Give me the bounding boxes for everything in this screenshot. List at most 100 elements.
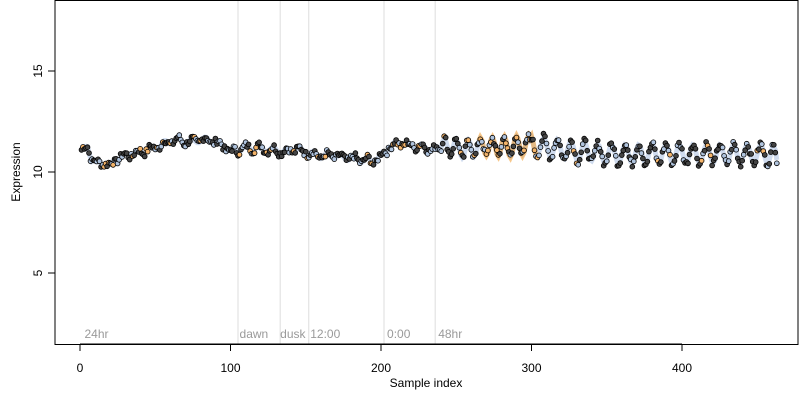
y-tick-label-5: 5: [31, 269, 45, 276]
data-point-374: [640, 155, 646, 162]
region-labels: 24hr dawn dusk 12:00 0:00 48hr: [85, 327, 463, 341]
data-point-256: [462, 143, 469, 150]
data-point-463: [773, 160, 780, 167]
data-point-433: [728, 146, 735, 153]
data-point-400: [679, 146, 685, 152]
data-point-13: [96, 158, 103, 165]
data-point-459: [767, 149, 774, 155]
data-point-359: [617, 160, 624, 166]
data-point-315: [551, 145, 557, 151]
data-point-255: [460, 154, 467, 160]
y-tick-label-10: 10: [31, 165, 45, 179]
data-point-36: [131, 152, 138, 159]
data-point-259: [466, 141, 473, 148]
region-label-4: 0:00: [387, 327, 411, 341]
data-point-458: [766, 161, 773, 167]
data-point-334: [579, 141, 586, 147]
data-point-195: [370, 162, 377, 168]
data-point-103: [232, 144, 238, 150]
data-point-355: [611, 146, 618, 152]
data-point-364: [624, 147, 631, 153]
data-point-277: [494, 147, 500, 153]
y-axis-title: Expression: [9, 142, 23, 201]
data-point-462: [772, 149, 779, 156]
data-point-263: [472, 150, 479, 157]
data-point-302: [531, 147, 538, 154]
data-point-367: [629, 163, 636, 170]
data-point-435: [731, 141, 738, 148]
data-point-342: [591, 148, 598, 154]
data-point-307: [539, 138, 545, 144]
data-point-73: [187, 138, 193, 145]
data-point-410: [694, 155, 700, 162]
data-point-372: [637, 143, 643, 150]
data-point-455: [761, 152, 768, 158]
data-point-6: [86, 150, 92, 156]
data-point-241: [439, 140, 446, 147]
data-point-116: [251, 150, 258, 156]
data-point-33: [126, 156, 133, 163]
data-point-45: [144, 148, 151, 155]
data-point-287: [509, 150, 515, 157]
data-point-112: [245, 141, 252, 148]
data-point-420: [709, 162, 715, 169]
data-point-271: [485, 147, 491, 154]
data-point-301: [530, 136, 536, 143]
data-point-129: [271, 142, 277, 148]
data-point-229: [421, 144, 428, 151]
data-point-418: [706, 146, 712, 152]
data-point-207: [388, 146, 395, 153]
data-point-314: [549, 153, 556, 160]
data-point-422: [712, 155, 718, 162]
data-point-252: [456, 144, 463, 151]
data-point-395: [671, 158, 678, 164]
data-point-341: [590, 153, 596, 160]
data-point-106: [236, 152, 243, 158]
data-point-298: [525, 131, 532, 137]
data-point-240: [438, 148, 445, 154]
data-point-347: [599, 153, 605, 160]
data-point-396: [673, 153, 679, 159]
data-point-66: [176, 132, 183, 138]
data-point-361: [620, 147, 627, 154]
data-point-243: [442, 134, 449, 141]
data-point-5: [84, 144, 91, 151]
data-point-431: [725, 158, 732, 164]
data-point-336: [582, 137, 589, 144]
data-point-198: [375, 157, 381, 164]
x-tick-label-0: 0: [77, 361, 84, 375]
data-point-344: [594, 137, 601, 144]
data-point-291: [515, 139, 521, 146]
data-point-404: [685, 160, 691, 167]
data-point-381: [650, 139, 657, 146]
data-point-440: [739, 157, 745, 164]
data-point-248: [450, 146, 457, 152]
data-point-267: [478, 139, 485, 145]
data-point-369: [632, 154, 639, 160]
y-axis: 5 10 15: [31, 64, 56, 276]
data-point-390: [664, 142, 670, 149]
data-point-427: [719, 144, 726, 151]
data-point-169: [331, 156, 338, 162]
data-point-441: [740, 151, 747, 158]
data-point-288: [510, 143, 517, 150]
data-point-446: [748, 151, 754, 157]
data-point-368: [630, 158, 637, 165]
data-point-444: [745, 144, 751, 150]
data-point-310: [543, 140, 550, 147]
data-point-150: [302, 148, 309, 155]
data-point-192: [366, 153, 372, 160]
data-point-163: [322, 153, 329, 160]
data-point-295: [521, 147, 527, 154]
x-axis-title: Sample index: [390, 376, 463, 390]
region-label-5: 48hr: [438, 327, 462, 341]
data-point-386: [658, 159, 664, 165]
data-point-250: [453, 135, 460, 142]
data-point-319: [557, 142, 563, 149]
data-point-143: [292, 150, 299, 156]
data-point-453: [758, 141, 765, 147]
data-point-356: [612, 153, 619, 159]
data-point-449: [752, 159, 759, 165]
data-point-337: [584, 147, 590, 154]
